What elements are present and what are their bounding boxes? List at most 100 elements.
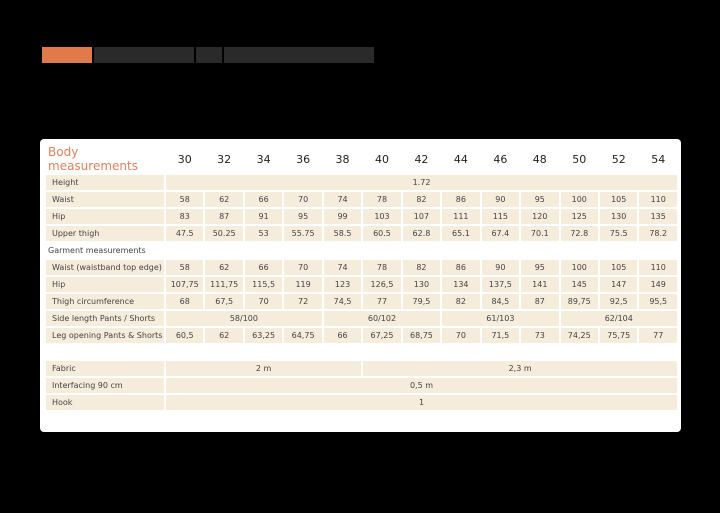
measurement-cell: 82 <box>402 192 441 207</box>
measurement-cell: 64,75 <box>284 328 322 343</box>
size-header-row: Body measurements 30 32 34 36 38 40 42 44 46 48 50… <box>46 145 677 173</box>
measurement-cell: 74 <box>323 260 362 275</box>
size-column-header: 44 <box>453 152 468 166</box>
measurement-cell: 65.1 <box>442 226 480 241</box>
measurement-cell: 72 <box>284 294 322 309</box>
measurement-cell: 67.4 <box>481 226 520 241</box>
measurement-cell: 95,5 <box>639 294 677 309</box>
size-column-header: 46 <box>493 152 508 166</box>
measurement-cell: 72.8 <box>560 226 598 241</box>
size-column-header: 30 <box>177 152 192 166</box>
merged-measurement-cell: 58/100 <box>166 311 322 326</box>
row-label: Upper thigh <box>46 226 164 241</box>
measurement-cell: 115,5 <box>244 277 283 292</box>
measurement-cell: 137,5 <box>481 277 520 292</box>
table-row: Waist (waistband top edge) 58 62 66 70 74 78 82… <box>46 260 677 275</box>
merged-measurement-cell: 61/103 <box>442 311 559 326</box>
measurement-cell: 84,5 <box>481 294 520 309</box>
measurement-cell: 77 <box>639 328 677 343</box>
measurement-cell: 105 <box>599 260 638 275</box>
measurement-cell: 62 <box>205 328 243 343</box>
measurement-cell: 77 <box>363 294 401 309</box>
size-column-header: 38 <box>335 152 350 166</box>
size-column-header: 48 <box>532 152 547 166</box>
table-row: Interfacing 90 cm 0,5 m <box>46 378 677 393</box>
merged-measurement-cell: 60/102 <box>323 311 441 326</box>
measurement-cell: 63,25 <box>244 328 283 343</box>
table-row: Height 1.72 <box>46 175 677 190</box>
table-row: Side length Pants / Shorts 58/100 60/102 61… <box>46 311 677 326</box>
table-row: Leg opening Pants & Shorts 60,5 62 63,25 64,… <box>46 328 677 343</box>
measurement-cell: 90 <box>481 192 520 207</box>
measurement-cell: 111,75 <box>205 277 243 292</box>
table-row: Hip 107,75 111,75 115,5 119 123 126,5 130 134 137… <box>46 277 677 292</box>
measurement-cell: 55.75 <box>284 226 322 241</box>
size-column-header: 32 <box>217 152 232 166</box>
measurement-cell: 95 <box>521 192 559 207</box>
merged-measurement-cell: 1.72 <box>166 175 677 190</box>
measurement-cell: 103 <box>363 209 401 224</box>
measurement-cell: 75,75 <box>599 328 638 343</box>
measurement-cell: 107 <box>402 209 441 224</box>
measurement-cell: 87 <box>205 209 243 224</box>
row-label: Height <box>46 175 164 190</box>
spacer-row <box>46 345 677 359</box>
measurement-cell: 107,75 <box>166 277 204 292</box>
size-column-header: 52 <box>611 152 626 166</box>
measurement-cell: 87 <box>521 294 559 309</box>
title-block <box>196 47 222 63</box>
row-label: Fabric <box>46 361 164 376</box>
title-block <box>224 47 374 63</box>
measurement-cell: 74 <box>323 192 362 207</box>
measurement-cell: 125 <box>560 209 598 224</box>
measurement-cell: 68 <box>166 294 204 309</box>
title-block <box>42 47 92 63</box>
size-column-header: 36 <box>296 152 311 166</box>
measurement-cell: 66 <box>244 192 283 207</box>
table-row: Upper thigh 47.5 50.25 53 55.75 58.5 60.5 62.8 6… <box>46 226 677 241</box>
measurement-cell: 60,5 <box>166 328 204 343</box>
measurement-cell: 134 <box>442 277 480 292</box>
measurement-cell: 100 <box>560 192 598 207</box>
measurement-cell: 67,5 <box>205 294 243 309</box>
measurement-cell: 58.5 <box>323 226 362 241</box>
measurement-cell: 58 <box>166 260 204 275</box>
measurement-cell: 82 <box>442 294 480 309</box>
measurement-cell: 83 <box>166 209 204 224</box>
size-column-header: 34 <box>256 152 271 166</box>
size-chart-table: Body measurements 30 32 34 36 38 40 42 44 46 48 50… <box>44 143 679 412</box>
measurement-cell: 120 <box>521 209 559 224</box>
measurement-cell: 67,25 <box>363 328 401 343</box>
measurement-cell: 126,5 <box>363 277 401 292</box>
measurement-cell: 91 <box>244 209 283 224</box>
measurement-cell: 62 <box>205 260 243 275</box>
measurement-cell: 130 <box>402 277 441 292</box>
row-label: Waist <box>46 192 164 207</box>
measurement-cell: 78 <box>363 192 401 207</box>
measurement-cell: 145 <box>560 277 598 292</box>
measurement-cell: 105 <box>599 192 638 207</box>
section-row: Garment measurements <box>46 243 677 258</box>
measurement-cell: 70 <box>442 328 480 343</box>
size-column-header: 50 <box>572 152 587 166</box>
garment-measurements-heading: Garment measurements <box>46 243 677 258</box>
measurement-cell: 92,5 <box>599 294 638 309</box>
measurement-cell: 73 <box>521 328 559 343</box>
measurement-cell: 58 <box>166 192 204 207</box>
measurement-cell: 74,5 <box>323 294 362 309</box>
merged-measurement-cell: 2 m <box>166 361 362 376</box>
merged-measurement-cell: 1 <box>166 395 677 410</box>
measurement-cell: 119 <box>284 277 322 292</box>
measurement-cell: 60.5 <box>363 226 401 241</box>
measurement-cell: 70 <box>284 192 322 207</box>
size-chart-panel: Body measurements 30 32 34 36 38 40 42 44 46 48 50… <box>40 139 681 432</box>
measurement-cell: 70 <box>284 260 322 275</box>
table-row: Hook 1 <box>46 395 677 410</box>
size-column-header: 54 <box>651 152 666 166</box>
measurement-cell: 75.5 <box>599 226 638 241</box>
measurement-cell: 95 <box>284 209 322 224</box>
measurement-cell: 141 <box>521 277 559 292</box>
measurement-cell: 71,5 <box>481 328 520 343</box>
measurement-cell: 47.5 <box>166 226 204 241</box>
measurement-cell: 50.25 <box>205 226 243 241</box>
